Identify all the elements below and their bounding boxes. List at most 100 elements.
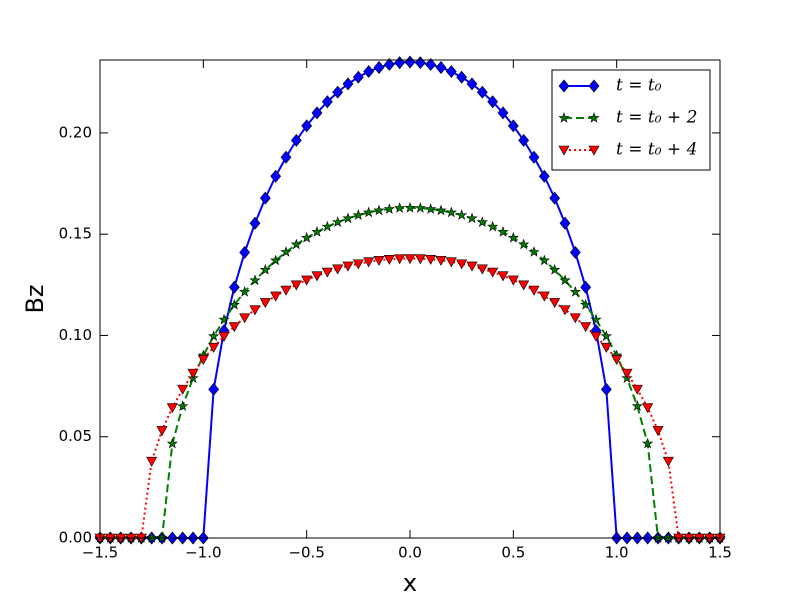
marker xyxy=(363,257,375,268)
marker xyxy=(590,331,602,342)
marker xyxy=(600,330,612,342)
marker xyxy=(166,437,178,449)
marker xyxy=(363,65,375,79)
marker xyxy=(311,106,323,120)
marker xyxy=(177,384,189,395)
marker xyxy=(518,238,530,250)
x-tick-label: 1.5 xyxy=(708,544,732,562)
x-tick-label: −1.5 xyxy=(82,544,118,562)
marker xyxy=(497,106,509,120)
y-tick-label: 0.20 xyxy=(59,123,92,141)
legend-marker xyxy=(558,79,570,93)
marker xyxy=(456,209,468,220)
marker xyxy=(228,322,240,333)
marker xyxy=(631,384,643,395)
marker xyxy=(642,403,654,414)
marker xyxy=(580,322,592,333)
marker xyxy=(621,368,633,379)
marker xyxy=(239,245,251,259)
marker xyxy=(507,231,519,243)
marker xyxy=(445,65,457,79)
marker xyxy=(228,298,240,310)
marker xyxy=(342,77,354,91)
marker xyxy=(559,305,571,316)
marker xyxy=(166,403,178,414)
legend-marker xyxy=(588,112,600,123)
x-tick-label: −1.0 xyxy=(185,544,221,562)
y-tick-label: 0.00 xyxy=(59,529,92,547)
marker xyxy=(487,95,499,109)
marker xyxy=(249,216,261,230)
legend-marker xyxy=(588,79,600,93)
marker xyxy=(404,254,416,265)
marker xyxy=(383,203,395,214)
legend-marker xyxy=(588,145,600,156)
y-tick-label: 0.05 xyxy=(59,427,92,445)
y-tick-label: 0.10 xyxy=(59,326,92,344)
marker xyxy=(383,255,395,265)
x-tick-label: 0.5 xyxy=(501,544,525,562)
marker xyxy=(445,206,457,218)
marker xyxy=(425,57,437,71)
marker xyxy=(218,331,230,342)
marker xyxy=(538,254,550,266)
marker xyxy=(187,368,199,379)
x-axis-label: x xyxy=(403,569,417,597)
marker xyxy=(600,382,612,396)
marker xyxy=(352,70,364,84)
marker xyxy=(301,231,313,243)
marker xyxy=(476,264,488,275)
marker xyxy=(528,150,540,164)
marker xyxy=(528,285,540,296)
marker xyxy=(352,259,364,270)
marker xyxy=(373,204,385,216)
marker xyxy=(383,57,395,71)
marker xyxy=(569,313,581,324)
marker xyxy=(218,313,230,325)
marker xyxy=(518,133,530,147)
marker xyxy=(642,437,654,449)
marker xyxy=(208,382,220,396)
marker xyxy=(259,263,271,275)
marker xyxy=(549,263,561,275)
marker xyxy=(156,426,168,437)
x-tick-label: −0.5 xyxy=(288,544,324,562)
marker xyxy=(363,206,375,218)
marker xyxy=(414,202,426,213)
marker xyxy=(259,191,271,205)
marker xyxy=(301,119,313,133)
legend-marker xyxy=(558,145,570,156)
legend-label: t = t₀ + 2 xyxy=(616,108,697,128)
marker xyxy=(600,342,612,353)
marker xyxy=(373,256,385,266)
marker xyxy=(228,280,240,294)
marker xyxy=(332,216,344,228)
marker xyxy=(414,254,426,265)
marker xyxy=(239,285,251,297)
marker xyxy=(559,216,571,230)
marker xyxy=(559,274,571,286)
marker xyxy=(239,313,251,324)
marker xyxy=(487,220,499,232)
x-tick-label: 0.0 xyxy=(398,544,422,562)
marker xyxy=(528,246,540,257)
marker xyxy=(290,238,302,250)
marker xyxy=(311,271,323,282)
marker xyxy=(590,313,602,325)
marker xyxy=(538,291,550,302)
marker xyxy=(394,202,406,213)
marker xyxy=(249,305,261,316)
marker xyxy=(580,298,592,310)
marker xyxy=(497,226,509,237)
marker xyxy=(301,275,313,286)
marker xyxy=(342,212,354,224)
legend-label: t = t₀ xyxy=(616,76,662,96)
marker xyxy=(445,257,457,268)
marker xyxy=(249,274,261,286)
plot-frame xyxy=(99,59,721,539)
marker xyxy=(332,264,344,275)
marker xyxy=(456,259,468,270)
marker xyxy=(662,456,674,467)
marker xyxy=(611,355,623,365)
